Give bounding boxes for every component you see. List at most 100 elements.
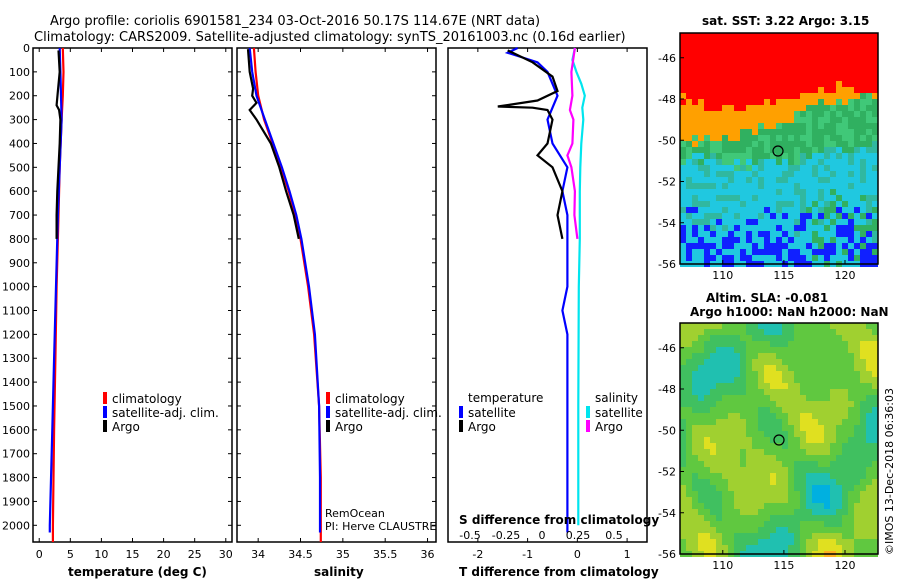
- sst-cell: [806, 93, 812, 99]
- sla-cell: [824, 329, 830, 335]
- sst-cell: [860, 225, 866, 231]
- sst-cell: [680, 117, 686, 123]
- sla-cell: [776, 485, 782, 491]
- sla-cell: [710, 443, 716, 449]
- sst-cell: [686, 189, 692, 195]
- sst-cell: [740, 111, 746, 117]
- sst-cell: [806, 189, 812, 195]
- sst-cell: [752, 123, 758, 129]
- sla-cell: [848, 401, 854, 407]
- sst-cell: [758, 153, 764, 159]
- sla-cell: [758, 431, 764, 437]
- x-tick-label: 0: [574, 548, 581, 561]
- sla-cell: [734, 527, 740, 533]
- sst-cell: [824, 81, 830, 87]
- sst-cell: [728, 243, 734, 249]
- sst-cell: [848, 171, 854, 177]
- sla-cell: [704, 521, 710, 527]
- sst-cell: [782, 201, 788, 207]
- sst-cell: [710, 69, 716, 75]
- sla-cell: [692, 485, 698, 491]
- sst-cell: [734, 81, 740, 87]
- y-tick-label: 0: [23, 42, 30, 55]
- sst-cell: [836, 243, 842, 249]
- sst-cell: [794, 33, 800, 39]
- sst-cell: [842, 75, 848, 81]
- sla-cell: [746, 539, 752, 545]
- sla-cell: [728, 497, 734, 503]
- sla-cell: [800, 365, 806, 371]
- sst-cell: [770, 255, 776, 261]
- sst-cell: [686, 69, 692, 75]
- sst-cell: [716, 63, 722, 69]
- sst-cell: [866, 219, 872, 225]
- sst-cell: [692, 171, 698, 177]
- sla-cell: [848, 449, 854, 455]
- sla-cell: [854, 437, 860, 443]
- sla-cell: [794, 485, 800, 491]
- sla-cell: [758, 533, 764, 539]
- sst-cell: [752, 195, 758, 201]
- sst-cell: [728, 105, 734, 111]
- sla-cell: [824, 533, 830, 539]
- sst-cell: [680, 45, 686, 51]
- sst-cell: [842, 183, 848, 189]
- sla-cell: [752, 509, 758, 515]
- sla-cell: [752, 443, 758, 449]
- sst-cell: [776, 189, 782, 195]
- sla-cell: [812, 521, 818, 527]
- sst-cell: [788, 45, 794, 51]
- sst-cell: [788, 237, 794, 243]
- sla-cell: [764, 371, 770, 377]
- sst-cell: [728, 45, 734, 51]
- sla-cell: [818, 425, 824, 431]
- sla-cell: [872, 431, 878, 437]
- sst-cell: [788, 117, 794, 123]
- sst-cell: [812, 75, 818, 81]
- sst-cell: [698, 69, 704, 75]
- sla-cell: [854, 479, 860, 485]
- sla-cell: [824, 449, 830, 455]
- sst-cell: [836, 129, 842, 135]
- sst-cell: [776, 81, 782, 87]
- sla-cell: [848, 545, 854, 551]
- sst-cell: [836, 183, 842, 189]
- sla-cell: [764, 431, 770, 437]
- sla-cell: [746, 503, 752, 509]
- sst-cell: [824, 57, 830, 63]
- sst-cell: [800, 87, 806, 93]
- sst-cell: [752, 33, 758, 39]
- sla-cell: [758, 365, 764, 371]
- sla-cell: [734, 371, 740, 377]
- sla-cell: [770, 455, 776, 461]
- sla-cell: [812, 515, 818, 521]
- sla-cell: [728, 329, 734, 335]
- sst-cell: [752, 99, 758, 105]
- legend-label-argo: Argo: [335, 420, 363, 434]
- sst-cell: [704, 117, 710, 123]
- sst-cell: [866, 177, 872, 183]
- sst-cell: [800, 147, 806, 153]
- sst-cell: [734, 75, 740, 81]
- sla-cell: [734, 449, 740, 455]
- sla-cell: [710, 413, 716, 419]
- sla-cell: [800, 413, 806, 419]
- sla-cell: [752, 473, 758, 479]
- map-x-tick-label: 110: [712, 269, 733, 282]
- sst-cell: [740, 33, 746, 39]
- sst-cell: [818, 225, 824, 231]
- sst-cell: [800, 39, 806, 45]
- sla-cell: [806, 521, 812, 527]
- sla-cell: [704, 419, 710, 425]
- sst-cell: [680, 93, 686, 99]
- sla-cell: [776, 383, 782, 389]
- sla-cell: [866, 371, 872, 377]
- sst-cell: [704, 249, 710, 255]
- sst-cell: [692, 189, 698, 195]
- sla-cell: [716, 377, 722, 383]
- sst-cell: [734, 33, 740, 39]
- sst-cell: [716, 201, 722, 207]
- sst-cell: [686, 99, 692, 105]
- sst-cell: [788, 69, 794, 75]
- sla-cell: [782, 389, 788, 395]
